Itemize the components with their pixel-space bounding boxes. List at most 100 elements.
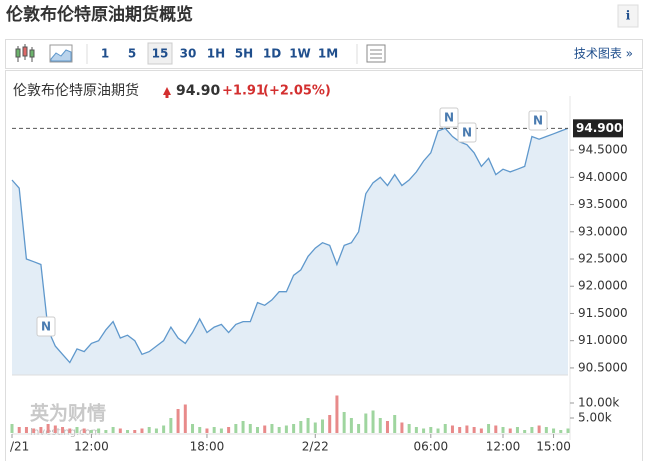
y-tick-label: 92.5000 [578,252,628,266]
x-tick-label: 06:00 [414,440,449,454]
volume-bar [566,428,570,433]
volume-bar [501,427,505,433]
tech-chart-link[interactable]: 技术图表 » [574,47,633,61]
volume-bar [205,428,209,433]
interval-button[interactable]: 30 [180,47,197,61]
volume-bar [39,427,43,433]
news-marker-label[interactable]: N [462,126,472,140]
interval-button[interactable]: 5 [128,47,136,61]
volume-bar [494,425,498,433]
volume-bar [133,430,137,433]
candle-icon[interactable] [15,44,35,62]
news-marker[interactable] [439,107,459,128]
price-area [12,128,568,375]
price-line [11,127,569,364]
volume-bar [436,428,440,433]
y-tick-label: 91.0000 [578,333,628,347]
volume-bar [68,428,72,433]
volume-bar [385,421,389,433]
volume-bar [10,424,14,433]
chart-panel [5,70,643,461]
volume-bar [198,427,202,433]
volume-bar [530,427,534,433]
settings-icon[interactable] [366,44,386,63]
interval-button[interactable]: 1M [318,47,338,61]
chart-title: 伦敦布伦特原油期货 [13,82,139,99]
volume-bar [465,425,469,433]
volume-bar [241,421,245,433]
volume-bar [248,424,252,433]
news-marker-label[interactable]: N [444,111,454,125]
volume-bar [429,427,433,433]
news-marker[interactable] [36,316,56,337]
volume-bar [140,428,144,433]
volume-bar [32,428,36,433]
volume-bar [335,395,339,433]
volume-bar [458,427,462,433]
volume-bar [306,418,310,433]
interval-button[interactable]: 1W [289,47,311,61]
volume-bar [537,425,541,433]
volume-bar [17,427,21,433]
volume-bar [378,418,382,433]
volume-bar [393,415,397,433]
news-marker[interactable] [528,110,548,131]
y-tick-label: 93.0000 [578,224,628,238]
volume-bar [75,427,79,433]
volume-bar [342,412,346,433]
news-marker-label[interactable]: N [41,320,51,334]
area-icon[interactable] [49,44,73,63]
interval-button[interactable]: 1H [207,47,225,61]
volume-tick-label: 5.00k [578,411,612,425]
volume-bar [111,427,115,433]
volume-bar [277,427,281,433]
volume-bar [349,418,353,433]
volume-bar [292,424,296,433]
news-marker-label[interactable]: N [533,114,543,128]
x-tick-label: /21 [10,440,29,454]
volume-bar [61,427,65,433]
x-tick-label: 12:00 [74,440,109,454]
selected-button[interactable] [147,42,173,65]
volume-bar [191,424,195,433]
info-icon[interactable]: i [626,9,631,23]
volume-bar [552,428,556,433]
y-tick-label: 92.0000 [578,279,628,293]
quote-price: 94.90 [176,83,221,99]
volume-bar [154,428,158,433]
volume-bar [97,428,101,433]
y-tick-label: 91.5000 [578,306,628,320]
x-tick-label: 2/22 [302,440,329,454]
volume-bar [523,430,527,433]
volume-bar [407,424,411,433]
x-tick-label: 15:00 [536,440,571,454]
volume-bar [256,427,260,433]
volume-tick-label: 10.00k [578,396,619,410]
news-marker[interactable] [457,122,477,143]
volume-bar [176,409,180,433]
y-tick-label: 94.5000 [578,143,628,157]
volume-bar [212,427,216,433]
volume-bar [82,428,86,433]
volume-bar [147,427,151,433]
volume-bar [118,428,122,433]
x-tick-label: 12:00 [486,440,521,454]
interval-button[interactable]: 1 [101,47,109,61]
y-tick-label: 94.0000 [578,170,628,184]
watermark-brand: 英为财情 [30,402,106,425]
volume-bar [515,427,519,433]
volume-bar [89,430,93,433]
y-tick-label: 90.5000 [578,360,628,374]
interval-button[interactable]: 5H [235,47,253,61]
interval-button[interactable]: 1D [263,47,281,61]
interval-button[interactable]: 15 [152,47,169,61]
volume-bar [24,427,28,433]
volume-bar [104,430,108,433]
volume-bar [450,425,454,433]
volume-bar [400,422,404,433]
info-button[interactable] [617,4,639,28]
quote-change-pct: (+2.05%) [263,84,331,99]
volume-bar [126,430,130,433]
volume-bar [559,430,563,433]
